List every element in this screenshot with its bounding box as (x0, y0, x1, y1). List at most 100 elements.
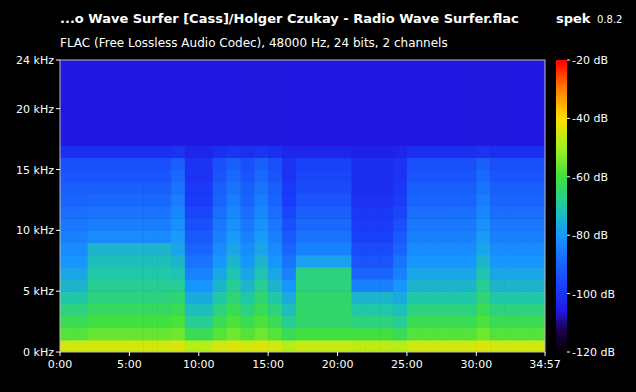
x-tick (268, 352, 269, 356)
cell (227, 267, 241, 280)
cell (421, 328, 435, 341)
cell (254, 170, 268, 183)
cell (143, 303, 157, 316)
cell (421, 230, 435, 243)
cell (282, 291, 296, 304)
cell (213, 194, 227, 207)
cell (102, 291, 116, 304)
cell (171, 328, 185, 341)
cell (157, 60, 171, 146)
cell (199, 279, 213, 292)
cell (60, 267, 74, 280)
cell (338, 243, 352, 256)
cell (407, 170, 421, 183)
cell (518, 194, 532, 207)
cell (268, 206, 282, 219)
cell (60, 279, 74, 292)
cell (227, 170, 241, 183)
cell (199, 145, 213, 158)
cell (282, 60, 296, 146)
cell (157, 340, 171, 352)
cell (338, 206, 352, 219)
cell (310, 291, 324, 304)
cell (143, 255, 157, 268)
cell (88, 243, 102, 256)
cell (490, 267, 504, 280)
cell (449, 303, 463, 316)
cell (462, 157, 476, 170)
cell (213, 218, 227, 231)
cell (185, 157, 199, 170)
cell (518, 340, 532, 352)
colorbar-strip (556, 60, 567, 63)
cell (296, 206, 310, 219)
cell (518, 316, 532, 329)
cell (116, 303, 130, 316)
cell (227, 340, 241, 352)
cell (171, 157, 185, 170)
cell (310, 279, 324, 292)
cell (102, 194, 116, 207)
cell (88, 218, 102, 231)
cell (88, 206, 102, 219)
cell (74, 206, 88, 219)
cell (338, 194, 352, 207)
cell (254, 206, 268, 219)
colorbar-tick (567, 60, 570, 61)
cell (393, 279, 407, 292)
cell (324, 303, 338, 316)
cell (74, 170, 88, 183)
cell (393, 243, 407, 256)
cell (504, 291, 518, 304)
cell (532, 157, 545, 170)
cell (213, 145, 227, 158)
cell (102, 328, 116, 341)
cell (213, 267, 227, 280)
colorbar-tick (567, 352, 570, 353)
cell (254, 303, 268, 316)
cell (240, 303, 254, 316)
cell (421, 60, 435, 146)
cell (199, 267, 213, 280)
cell (504, 230, 518, 243)
cell (199, 303, 213, 316)
cell (351, 170, 365, 183)
cell (338, 316, 352, 329)
cell (213, 328, 227, 341)
cell (60, 316, 74, 329)
cell (324, 243, 338, 256)
cell (143, 267, 157, 280)
x-tick-label: 15:00 (252, 358, 284, 371)
cell (268, 279, 282, 292)
cell (102, 157, 116, 170)
cell (449, 279, 463, 292)
cell (407, 291, 421, 304)
cell (393, 182, 407, 195)
cell (504, 340, 518, 352)
cell (116, 218, 130, 231)
cell (74, 243, 88, 256)
cell (518, 328, 532, 341)
cell (171, 316, 185, 329)
cell (296, 145, 310, 158)
cell (518, 206, 532, 219)
cell (393, 218, 407, 231)
cell (490, 218, 504, 231)
cell (351, 279, 365, 292)
cell (60, 291, 74, 304)
cell (407, 230, 421, 243)
cell (143, 60, 157, 146)
cell (60, 182, 74, 195)
cell (129, 243, 143, 256)
cell (449, 157, 463, 170)
x-tick-label: 0:00 (48, 358, 73, 371)
cell (74, 303, 88, 316)
x-tick (60, 352, 61, 356)
cell (240, 145, 254, 158)
cell (310, 60, 324, 146)
cell (324, 279, 338, 292)
cell (129, 267, 143, 280)
cell (462, 206, 476, 219)
cell (310, 267, 324, 280)
cell (365, 145, 379, 158)
